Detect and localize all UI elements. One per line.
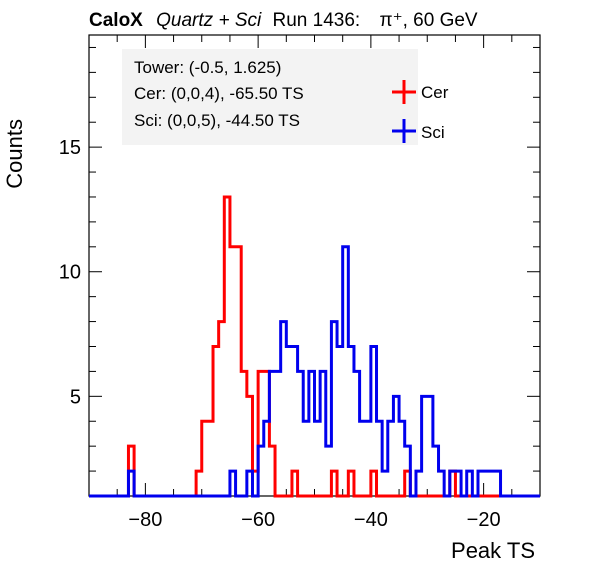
x-tick-label: −80 [128, 509, 162, 531]
y-axis-title: Counts [2, 119, 27, 189]
y-tick-label: 5 [70, 386, 81, 408]
legend-info-cer: Cer: (0,0,4), -65.50 TS [134, 84, 304, 103]
x-tick-label: −20 [467, 509, 501, 531]
title-particle: π⁺, 60 GeV [379, 10, 477, 31]
x-tick-label: −60 [241, 509, 275, 531]
legend-label-cer: Cer [421, 83, 449, 102]
legend-info-sci: Sci: (0,0,5), -44.50 TS [134, 111, 300, 130]
series-sci-line [89, 245, 540, 498]
legend-entry-cer: Cer [392, 80, 449, 104]
x-tick-label: −40 [354, 509, 388, 531]
legend-label-sci: Sci [421, 123, 445, 142]
legend-entry-sci: Sci [392, 119, 445, 143]
y-tick-label: 10 [59, 262, 81, 284]
title-experiment: CaloX [89, 10, 143, 31]
y-tick-label: 15 [59, 137, 81, 159]
legend-box [122, 49, 418, 145]
chart-title: CaloX Quartz + Sci Run 1436: π⁺, 60 GeV [89, 10, 478, 31]
title-detector: Quartz + Sci [156, 10, 262, 31]
title-run: Run 1436: [273, 10, 361, 31]
x-axis-title: Peak TS [451, 538, 535, 563]
histogram-series [89, 195, 540, 498]
legend-info-tower: Tower: (-0.5, 1.625) [134, 58, 281, 77]
series-cer-line [89, 195, 540, 498]
tick-labels: −80 −60 −40 −20 5 10 15 [59, 137, 501, 531]
